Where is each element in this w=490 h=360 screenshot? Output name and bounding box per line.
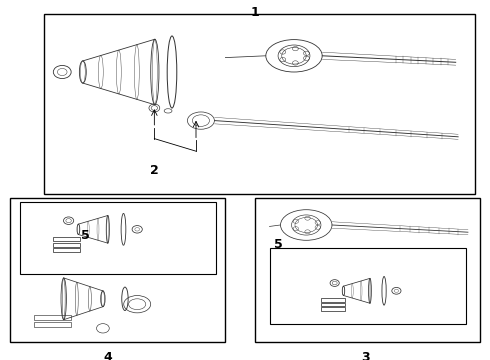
Bar: [20, 202, 216, 274]
Bar: [255, 198, 480, 342]
Text: 2: 2: [150, 164, 159, 177]
Text: 1: 1: [250, 6, 259, 19]
Text: 3: 3: [361, 351, 369, 360]
Text: 5: 5: [274, 238, 283, 251]
Bar: [10, 198, 225, 342]
Text: 5: 5: [81, 229, 90, 242]
Text: 4: 4: [103, 351, 112, 360]
Bar: [270, 248, 465, 324]
Bar: [44, 14, 475, 194]
